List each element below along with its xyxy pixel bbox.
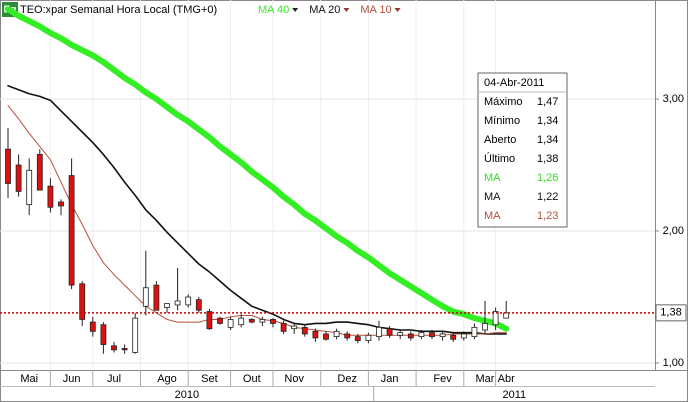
candle-body: [386, 328, 393, 336]
last-price-box: [655, 304, 687, 322]
candle-body: [492, 311, 499, 326]
legend-entry[interactable]: MA 20: [309, 4, 340, 16]
candle-body: [397, 332, 404, 336]
candle-body: [460, 333, 467, 339]
info-label: Último: [484, 152, 515, 165]
x-tick-label: Mai: [20, 373, 38, 385]
candle-body: [111, 345, 117, 351]
candle-body: [217, 317, 223, 324]
x-tick-label: Nov: [284, 373, 304, 385]
candle-body: [47, 185, 54, 208]
x-tick-label: Jul: [107, 373, 121, 385]
legend-entry[interactable]: MA 40: [258, 4, 289, 16]
x-tick-label: Jun: [63, 373, 81, 385]
candle-body: [227, 319, 234, 328]
info-value: 1,34: [537, 115, 558, 127]
x-tick-label: Fev: [433, 373, 452, 385]
candle-body: [503, 312, 510, 319]
candle-body: [15, 164, 22, 192]
candle-body: [418, 332, 425, 338]
candle-body: [174, 300, 181, 306]
candle-body: [89, 321, 96, 332]
year-label: 2011: [503, 389, 527, 401]
candle-body: [206, 311, 213, 330]
candle-body: [301, 326, 308, 335]
candle-body: [238, 317, 245, 326]
info-date: 04-Abr-2011: [484, 77, 544, 89]
candle-body: [344, 333, 351, 339]
y-tick-label: 3,00: [663, 93, 684, 105]
info-label: MA: [484, 191, 501, 203]
candle-body: [5, 148, 11, 184]
legend-dropdown[interactable]: [292, 8, 299, 12]
candle-body: [376, 326, 382, 338]
y-tick-label: 1,00: [663, 357, 684, 369]
ma-line: [7, 85, 507, 335]
info-label: Mínimo: [484, 115, 520, 127]
x-tick-label: Mar: [476, 373, 495, 385]
candle-body: [100, 324, 107, 345]
x-tick-label: Ago: [157, 373, 177, 385]
x-tick-label: Dez: [337, 373, 357, 385]
candle-body: [365, 334, 372, 341]
info-value: 1,26: [537, 172, 558, 184]
candle-body: [354, 336, 361, 341]
info-box-frame: [477, 72, 568, 228]
legend-dropdown[interactable]: [394, 8, 401, 12]
candle-body: [312, 330, 319, 339]
info-value: 1,34: [537, 134, 558, 146]
info-value: 1,38: [537, 153, 558, 165]
candle-body: [291, 325, 298, 330]
info-label: MA: [484, 210, 501, 222]
candle-body: [248, 319, 255, 323]
info-value: 1,22: [537, 191, 558, 203]
x-tick-label: Out: [243, 373, 261, 385]
candle-body: [153, 284, 160, 311]
candle-body: [270, 319, 276, 324]
candle-body: [185, 296, 192, 306]
info-label: Máximo: [484, 96, 523, 108]
info-value: 1,23: [537, 210, 558, 222]
legend-entry[interactable]: MA 10: [360, 4, 391, 16]
x-tick-label: Jan: [381, 373, 399, 385]
x-tick-label: Set: [201, 373, 218, 385]
info-label: MA: [484, 172, 501, 184]
x-tick-label: Abr: [498, 373, 515, 385]
info-box: 04-Abr-2011 Máximo 1,47 Mínimo 1,34 Aberto 1,3…: [477, 72, 568, 228]
candle-body: [280, 323, 287, 332]
candle-body: [79, 283, 86, 320]
candle-body: [482, 323, 488, 331]
y-tick-label: 2,00: [663, 225, 684, 237]
ma-line: [5, 6, 510, 332]
candle-body: [68, 175, 75, 286]
legend-dropdown[interactable]: [343, 8, 350, 12]
candle-body: [259, 319, 266, 323]
candle-body: [429, 332, 435, 338]
candle-body: [36, 154, 43, 191]
candle-body: [164, 303, 170, 308]
candle-body: [142, 287, 149, 307]
candle-body: [407, 333, 414, 339]
candle-body: [58, 201, 64, 207]
info-value: 1,47: [537, 96, 558, 108]
candle-body: [121, 348, 128, 351]
info-label: Aberto: [484, 134, 516, 146]
candle-body: [132, 317, 139, 353]
candle-body: [471, 326, 478, 338]
chart-title: TEO:xpar Semanal Hora Local (TMG+0): [20, 4, 217, 16]
candle-body: [450, 334, 457, 340]
candle-body: [333, 330, 340, 338]
last-price-label: 1,38: [660, 307, 681, 319]
year-label: 2010: [175, 389, 199, 401]
candle-body: [323, 333, 329, 340]
candle-body: [195, 299, 202, 311]
candle-body: [439, 333, 446, 338]
candle-body: [26, 169, 33, 206]
